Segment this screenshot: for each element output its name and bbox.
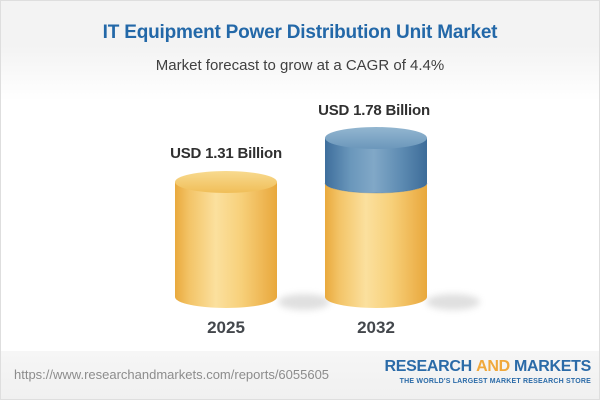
category-label-2025: 2025 xyxy=(207,318,245,337)
page-subtitle: Market forecast to grow at a CAGR of 4.4… xyxy=(155,57,445,74)
shadow-2025 xyxy=(278,294,330,310)
bar-2032-base-segment xyxy=(325,183,427,308)
header-background xyxy=(1,1,599,101)
bar-2025-cylinder xyxy=(175,171,277,308)
research-and-markets-logo[interactable]: RESEARCH AND MARKETS THE WORLD'S LARGEST… xyxy=(384,358,592,386)
bar-2032-growth-segment xyxy=(325,138,427,193)
logo-word-research: RESEARCH xyxy=(384,358,473,375)
category-label-2032: 2032 xyxy=(357,318,395,337)
value-label-2025: USD 1.31 Billion xyxy=(170,145,282,162)
logo-tagline: THE WORLD'S LARGEST MARKET RESEARCH STOR… xyxy=(399,378,591,385)
logo-word-and: AND xyxy=(476,358,510,375)
logo-wordmark: RESEARCH AND MARKETS xyxy=(384,358,592,375)
shadow-2032 xyxy=(426,294,480,310)
value-label-2032: USD 1.78 Billion xyxy=(318,102,430,119)
logo-word-markets: MARKETS xyxy=(513,358,591,375)
footer-background xyxy=(1,351,599,399)
report-url-link[interactable]: https://www.researchandmarkets.com/repor… xyxy=(14,367,330,382)
page-title: IT Equipment Power Distribution Unit Mar… xyxy=(102,22,498,43)
bar-2032-cylinder xyxy=(324,127,428,308)
